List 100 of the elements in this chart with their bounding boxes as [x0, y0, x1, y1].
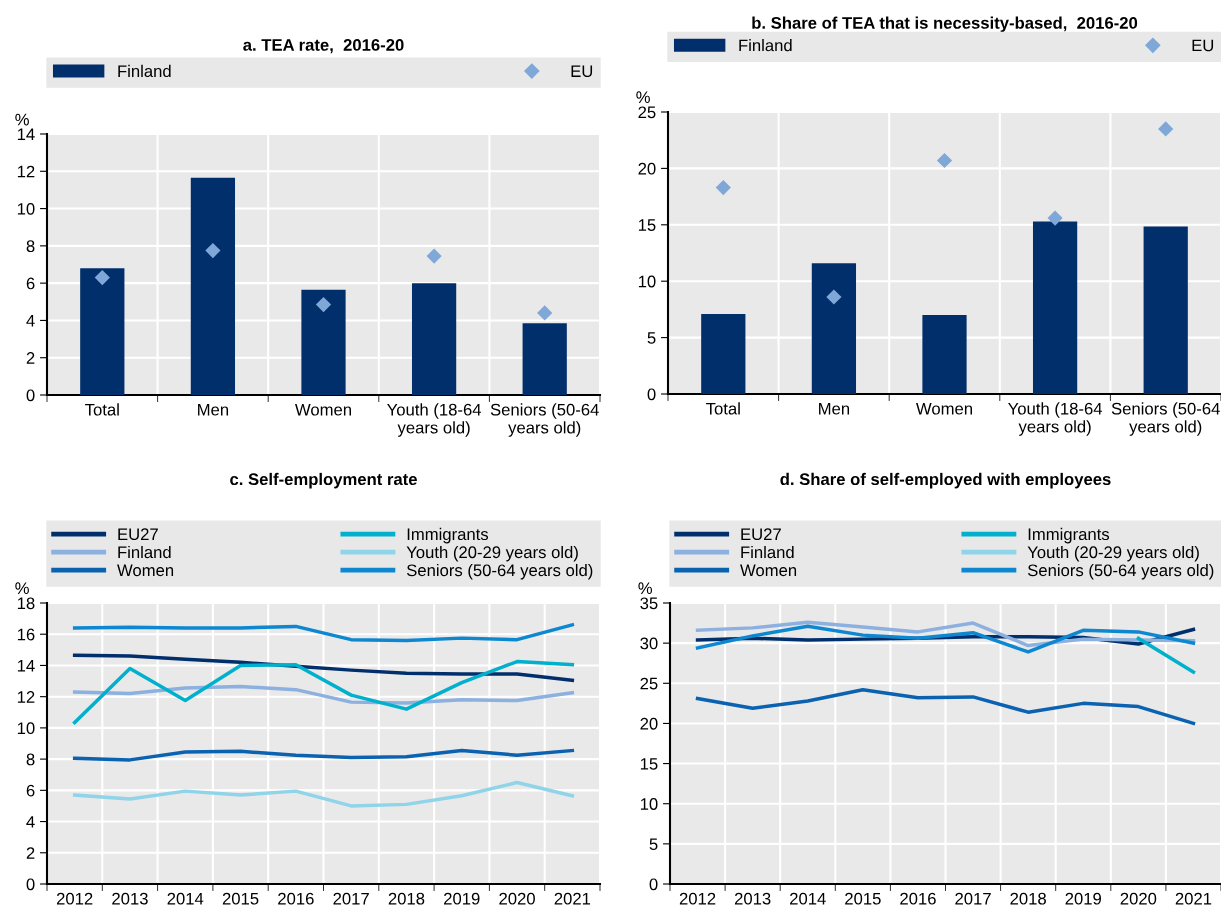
x-tick-label: 2012	[679, 892, 716, 905]
y-axis-title: %	[15, 582, 29, 595]
y-tick-label: 12	[17, 165, 35, 178]
y-tick-label: 10	[638, 275, 656, 288]
chart-title: b. Share of TEA that is necessity-based, 2016-20	[752, 16, 1138, 33]
y-tick-label: 35	[640, 597, 658, 610]
x-tick-label: 2015	[845, 892, 881, 905]
y-tick-label: 2	[26, 352, 35, 364]
y-tick-label: 0	[647, 388, 656, 401]
legend-label: EU	[571, 65, 593, 78]
y-tick-label: 25	[638, 106, 656, 119]
x-tick-label: 2013	[734, 892, 771, 905]
line-series	[695, 624, 1196, 654]
legend-label: EU27	[741, 528, 781, 541]
x-tick-label: Total	[85, 403, 119, 416]
y-tick-label: 14	[17, 660, 35, 672]
x-tick-label: 2020	[499, 892, 535, 905]
x-tick-label: Men	[819, 402, 850, 415]
legend-label: Finland	[118, 545, 171, 559]
point	[936, 152, 953, 169]
bar	[811, 263, 857, 394]
y-tick-label: 10	[640, 798, 658, 810]
x-tick-label: 2017	[333, 892, 369, 905]
y-tick-label: 5	[649, 838, 658, 851]
bar	[701, 313, 746, 394]
y-tick-label: 15	[640, 758, 658, 770]
y-tick-label: 0	[26, 389, 35, 402]
line-series	[72, 659, 575, 725]
bar	[522, 323, 567, 395]
x-tick-label: 2021	[1175, 892, 1212, 905]
y-tick-label: 20	[638, 162, 656, 175]
x-tick-label: 2012	[56, 892, 93, 905]
x-tick-label: 2019	[1065, 892, 1101, 905]
point	[426, 248, 442, 264]
point	[315, 296, 332, 313]
y-tick-label: 30	[640, 637, 658, 650]
x-tick-label: 2014	[167, 892, 204, 905]
y-tick-label: 2	[26, 847, 35, 859]
x-tick-label: 2015	[222, 892, 259, 905]
x-tick-label: 2019	[444, 892, 480, 905]
legend-label: Seniors (50-64 years old)	[1027, 563, 1214, 580]
x-tick-label: 2021	[554, 892, 591, 905]
y-tick-label: 5	[647, 332, 656, 344]
legend-label: Finland	[741, 545, 794, 559]
x-tick-label: 2017	[955, 892, 991, 905]
point	[94, 269, 110, 286]
y-tick-label: 0	[649, 878, 658, 891]
y-axis-title: %	[15, 113, 29, 126]
x-tick-label: 2014	[790, 892, 826, 905]
x-tick-label: Men	[198, 403, 229, 416]
x-tick-label: Youth (18-64 years old)	[1008, 402, 1103, 436]
x-tick-label: 2020	[1120, 892, 1157, 905]
y-tick-label: 8	[26, 753, 35, 766]
x-tick-label: Women	[916, 402, 972, 415]
x-tick-label: Youth (18-64 years old)	[387, 403, 482, 437]
bar	[411, 283, 457, 395]
x-tick-label: Seniors (50-64 years old)	[1111, 402, 1220, 436]
legend-label: EU27	[118, 528, 158, 541]
x-tick-label: Seniors (50-64 years old)	[490, 403, 599, 437]
bar	[80, 268, 125, 395]
legend-label: Youth (20-29 years old)	[1027, 545, 1199, 562]
y-tick-label: 6	[26, 784, 35, 797]
y-axis-title: %	[636, 91, 650, 103]
chart-title: c. Self-employment rate	[230, 472, 417, 489]
y-tick-label: 20	[640, 717, 658, 730]
bar	[301, 289, 346, 395]
legend-label: Immigrants	[1028, 527, 1110, 544]
legend-label: Finland	[118, 64, 171, 78]
line-series	[72, 684, 575, 705]
bar	[190, 177, 236, 395]
x-tick-label: 2013	[112, 892, 148, 905]
y-tick-label: 18	[17, 597, 35, 610]
line-series	[695, 620, 1196, 648]
y-axis-title: %	[638, 582, 653, 595]
legend-label: Women	[740, 564, 797, 577]
y-tick-label: 12	[17, 691, 35, 703]
legend-label: Finland	[739, 39, 792, 52]
y-tick-label: 10	[17, 202, 35, 215]
bar	[922, 315, 967, 394]
legend-label: Women	[117, 564, 174, 577]
x-tick-label: Women	[295, 403, 351, 416]
y-tick-label: 15	[638, 219, 656, 231]
x-tick-label: 2016	[278, 892, 314, 905]
legend-label: Immigrants	[407, 527, 489, 544]
y-tick-label: 6	[26, 277, 35, 290]
y-tick-label: 8	[26, 240, 35, 253]
chart-title: a. TEA rate, 2016-20	[243, 39, 404, 54]
y-tick-label: 4	[26, 315, 35, 327]
line-series	[695, 687, 1196, 726]
legend-label: EU	[1192, 39, 1214, 52]
y-tick-label: 25	[640, 677, 658, 690]
legend-label: Youth (20-29 years old)	[406, 545, 578, 562]
y-tick-label: 14	[17, 128, 35, 141]
y-tick-label: 16	[17, 628, 35, 641]
x-tick-label: 2016	[900, 892, 936, 905]
point	[205, 242, 221, 259]
bar	[1032, 221, 1078, 394]
x-tick-label: 2018	[1010, 892, 1046, 905]
line-series	[72, 623, 575, 643]
point	[537, 305, 553, 321]
